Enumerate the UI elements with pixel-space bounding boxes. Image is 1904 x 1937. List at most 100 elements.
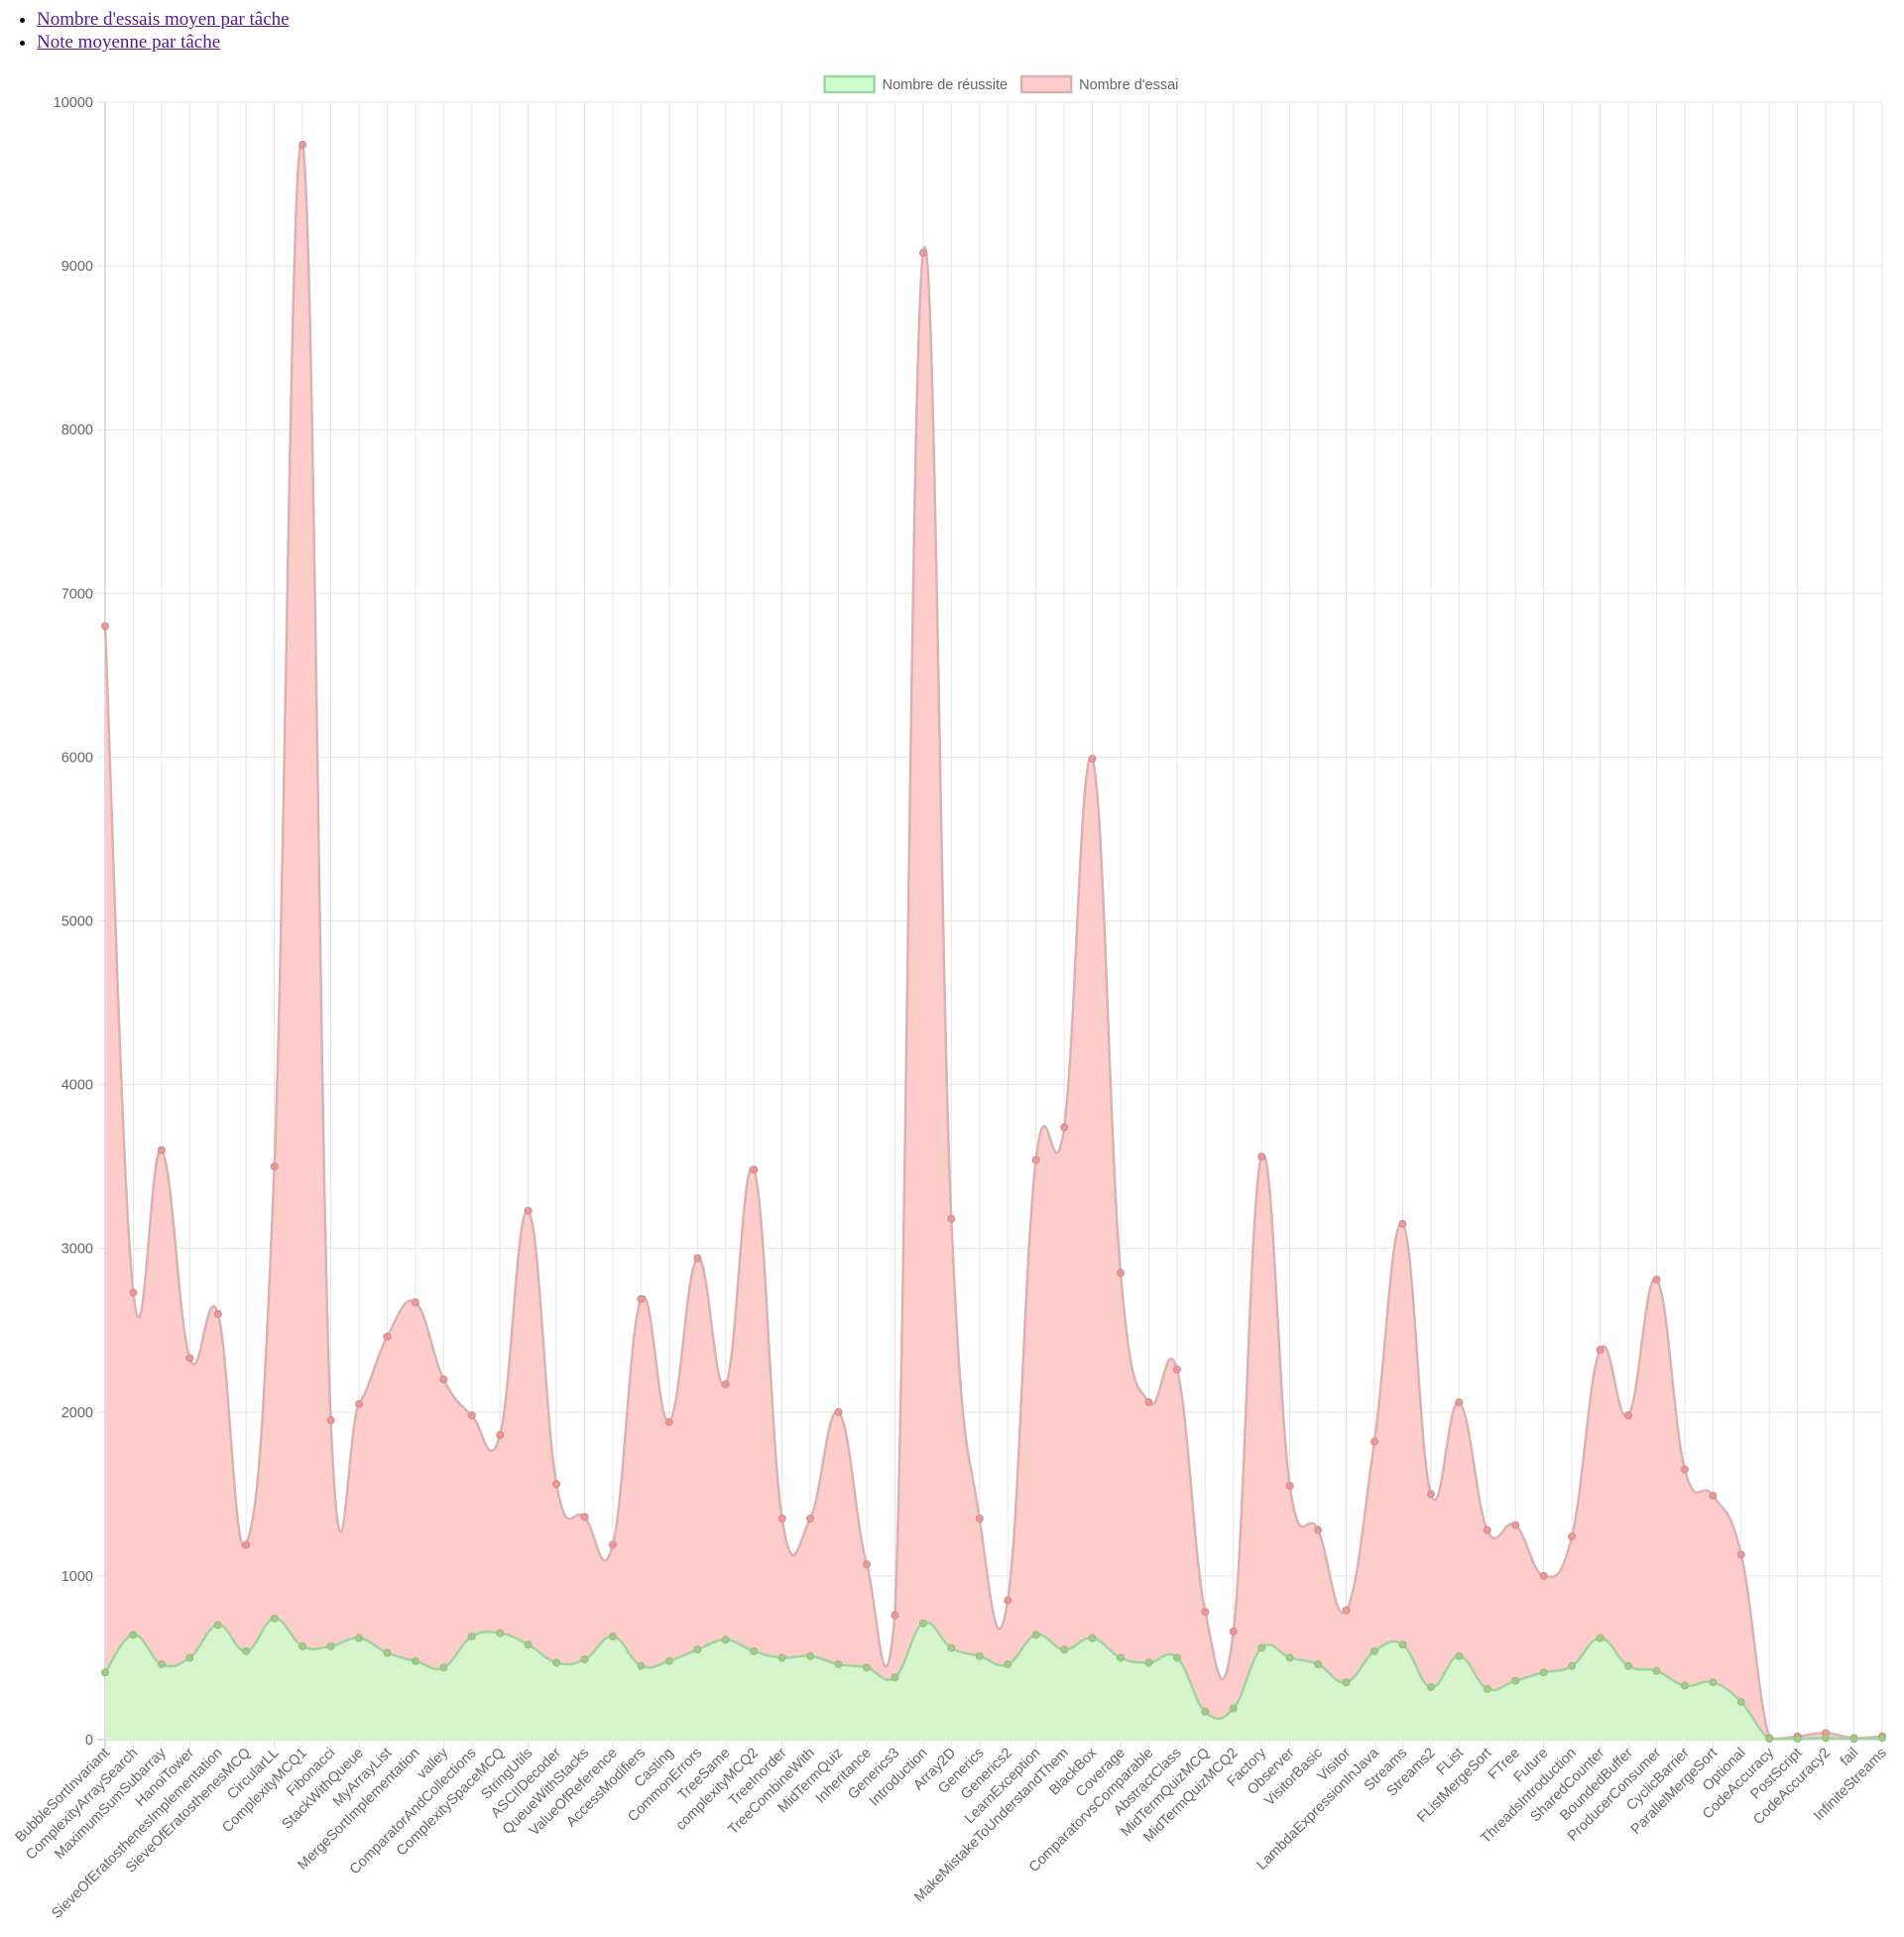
data-point-0[interactable] [863, 1663, 871, 1672]
data-point-1[interactable] [129, 1288, 138, 1297]
data-point-0[interactable] [918, 1619, 927, 1628]
data-point-1[interactable] [326, 1416, 335, 1425]
data-point-1[interactable] [1370, 1437, 1378, 1446]
data-point-0[interactable] [947, 1643, 956, 1652]
data-point-1[interactable] [496, 1430, 505, 1439]
data-point-1[interactable] [101, 622, 109, 631]
data-point-0[interactable] [242, 1646, 251, 1655]
data-point-0[interactable] [777, 1653, 786, 1662]
data-point-0[interactable] [1031, 1631, 1040, 1639]
data-point-0[interactable] [1229, 1704, 1238, 1713]
data-point-0[interactable] [1201, 1707, 1210, 1716]
data-point-1[interactable] [975, 1514, 984, 1523]
data-point-0[interactable] [1624, 1661, 1632, 1670]
legend-label-0[interactable]: Nombre de réussite [883, 77, 1009, 93]
data-point-0[interactable] [552, 1658, 561, 1667]
data-point-0[interactable] [270, 1614, 279, 1623]
data-point-1[interactable] [1060, 1123, 1069, 1132]
data-point-1[interactable] [637, 1294, 646, 1303]
data-point-0[interactable] [1736, 1698, 1745, 1707]
data-point-0[interactable] [1511, 1676, 1520, 1685]
data-point-0[interactable] [213, 1621, 222, 1630]
data-point-1[interactable] [1426, 1490, 1435, 1499]
data-point-1[interactable] [1455, 1397, 1464, 1406]
data-point-0[interactable] [1793, 1735, 1802, 1744]
data-point-0[interactable] [750, 1646, 759, 1655]
data-point-0[interactable] [1483, 1684, 1491, 1693]
data-point-0[interactable] [411, 1656, 419, 1665]
data-point-1[interactable] [439, 1375, 448, 1384]
legend-label-1[interactable]: Nombre d'essai [1079, 77, 1178, 93]
data-point-1[interactable] [863, 1560, 871, 1569]
legend-swatch-1[interactable] [1019, 74, 1073, 94]
data-point-1[interactable] [918, 248, 927, 257]
data-point-1[interactable] [891, 1611, 899, 1620]
data-point-1[interactable] [609, 1540, 617, 1549]
data-point-0[interactable] [185, 1653, 194, 1662]
data-point-0[interactable] [1088, 1634, 1097, 1642]
data-point-1[interactable] [1511, 1520, 1520, 1529]
data-point-1[interactable] [1285, 1482, 1294, 1491]
data-point-1[interactable] [664, 1417, 673, 1426]
data-point-0[interactable] [1172, 1653, 1181, 1662]
data-point-0[interactable] [1426, 1683, 1435, 1692]
data-point-0[interactable] [467, 1632, 476, 1640]
data-point-0[interactable] [129, 1631, 138, 1639]
data-point-1[interactable] [1624, 1411, 1632, 1420]
data-point-0[interactable] [1568, 1661, 1577, 1670]
data-point-1[interactable] [1088, 755, 1097, 764]
data-point-1[interactable] [1229, 1628, 1238, 1636]
data-point-0[interactable] [580, 1655, 589, 1664]
data-point-1[interactable] [1680, 1465, 1689, 1474]
data-point-0[interactable] [1680, 1681, 1689, 1690]
data-point-1[interactable] [1314, 1525, 1323, 1534]
data-point-0[interactable] [1596, 1634, 1605, 1642]
data-point-0[interactable] [1342, 1678, 1351, 1687]
data-point-0[interactable] [1117, 1653, 1125, 1662]
data-point-1[interactable] [524, 1206, 533, 1215]
data-point-1[interactable] [1736, 1550, 1745, 1559]
data-point-0[interactable] [1060, 1645, 1069, 1654]
data-point-1[interactable] [1398, 1219, 1407, 1228]
data-point-1[interactable] [355, 1399, 363, 1408]
data-point-1[interactable] [693, 1254, 702, 1263]
data-point-1[interactable] [213, 1309, 222, 1318]
data-point-1[interactable] [947, 1214, 956, 1223]
data-point-1[interactable] [721, 1380, 730, 1389]
data-point-0[interactable] [1257, 1643, 1266, 1652]
data-point-0[interactable] [1652, 1666, 1661, 1675]
data-point-0[interactable] [326, 1641, 335, 1650]
data-point-0[interactable] [157, 1660, 166, 1669]
data-point-1[interactable] [1539, 1571, 1548, 1580]
data-point-1[interactable] [777, 1514, 786, 1523]
data-point-1[interactable] [1652, 1275, 1661, 1284]
data-point-0[interactable] [383, 1648, 392, 1657]
data-point-0[interactable] [1709, 1678, 1718, 1687]
data-point-1[interactable] [1201, 1608, 1210, 1617]
data-point-1[interactable] [242, 1540, 251, 1549]
data-point-0[interactable] [101, 1668, 109, 1677]
data-point-1[interactable] [1709, 1492, 1718, 1501]
data-point-0[interactable] [1539, 1668, 1548, 1677]
data-point-1[interactable] [157, 1146, 166, 1154]
data-point-1[interactable] [185, 1354, 194, 1363]
data-point-1[interactable] [467, 1411, 476, 1420]
data-point-1[interactable] [1596, 1346, 1605, 1355]
data-point-1[interactable] [383, 1332, 392, 1341]
data-point-1[interactable] [270, 1162, 279, 1171]
data-point-0[interactable] [1004, 1660, 1012, 1669]
avg-grade-link[interactable]: Note moyenne par tâche [37, 32, 221, 53]
data-point-1[interactable] [806, 1514, 815, 1523]
data-point-1[interactable] [1031, 1155, 1040, 1164]
data-point-0[interactable] [355, 1634, 363, 1642]
data-point-0[interactable] [439, 1663, 448, 1672]
data-point-1[interactable] [1483, 1525, 1491, 1534]
data-point-1[interactable] [750, 1165, 759, 1174]
data-point-0[interactable] [693, 1645, 702, 1654]
data-point-0[interactable] [496, 1629, 505, 1637]
data-point-0[interactable] [524, 1640, 533, 1649]
data-point-0[interactable] [298, 1641, 307, 1650]
data-point-1[interactable] [552, 1480, 561, 1489]
data-point-1[interactable] [834, 1407, 843, 1416]
data-point-1[interactable] [1004, 1596, 1012, 1605]
